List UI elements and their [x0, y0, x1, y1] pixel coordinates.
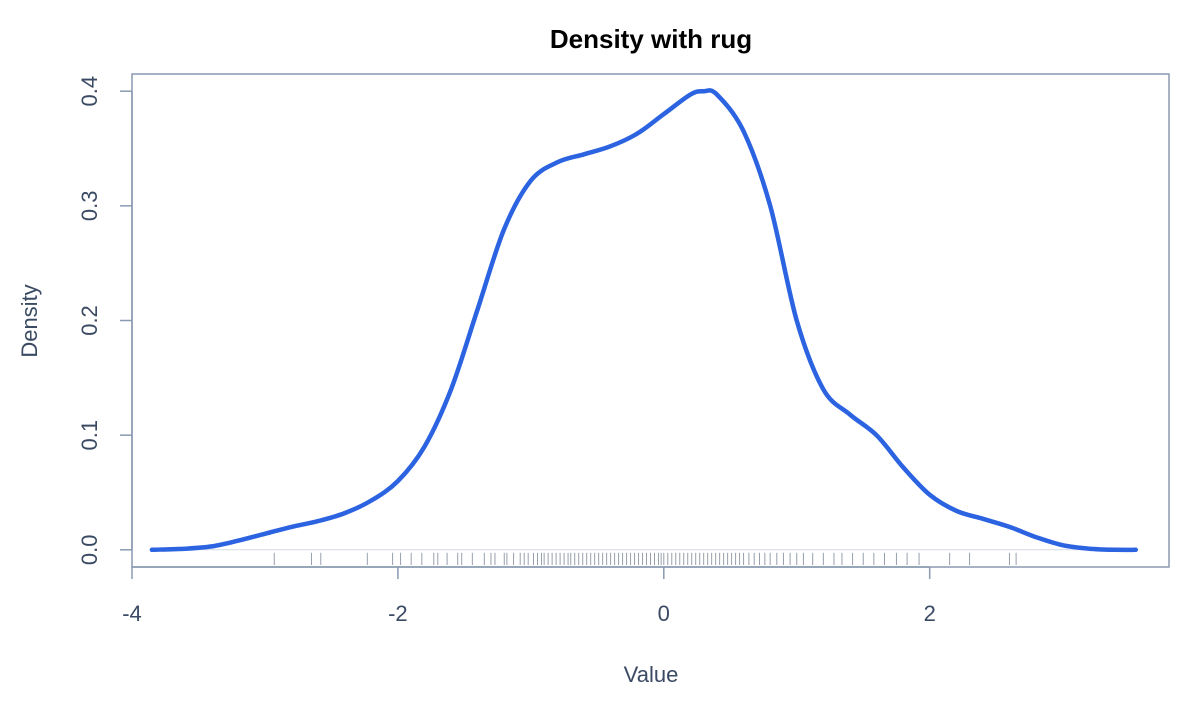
y-tick-label: 0.2: [77, 305, 102, 336]
y-axis: 0.0 0.1 0.2 0.3 0.4: [77, 76, 133, 566]
x-axis: -4 -2 0 2: [122, 566, 936, 626]
chart-title: Density with rug: [550, 24, 752, 54]
x-tick-label: -4: [122, 601, 142, 626]
x-tick-label: -2: [388, 601, 408, 626]
y-tick-label: 0.3: [77, 191, 102, 222]
y-tick-label: 0.1: [77, 420, 102, 451]
y-tick-label: 0.0: [77, 535, 102, 566]
x-axis-label: Value: [624, 662, 679, 687]
plot-frame: [131, 73, 1170, 568]
density-curve: [149, 88, 1139, 553]
x-tick-label: 2: [924, 601, 936, 626]
plot-area: [149, 88, 1139, 565]
y-tick-label: 0.4: [77, 76, 102, 107]
x-tick-label: 0: [658, 601, 670, 626]
y-axis-label: Density: [17, 284, 42, 357]
